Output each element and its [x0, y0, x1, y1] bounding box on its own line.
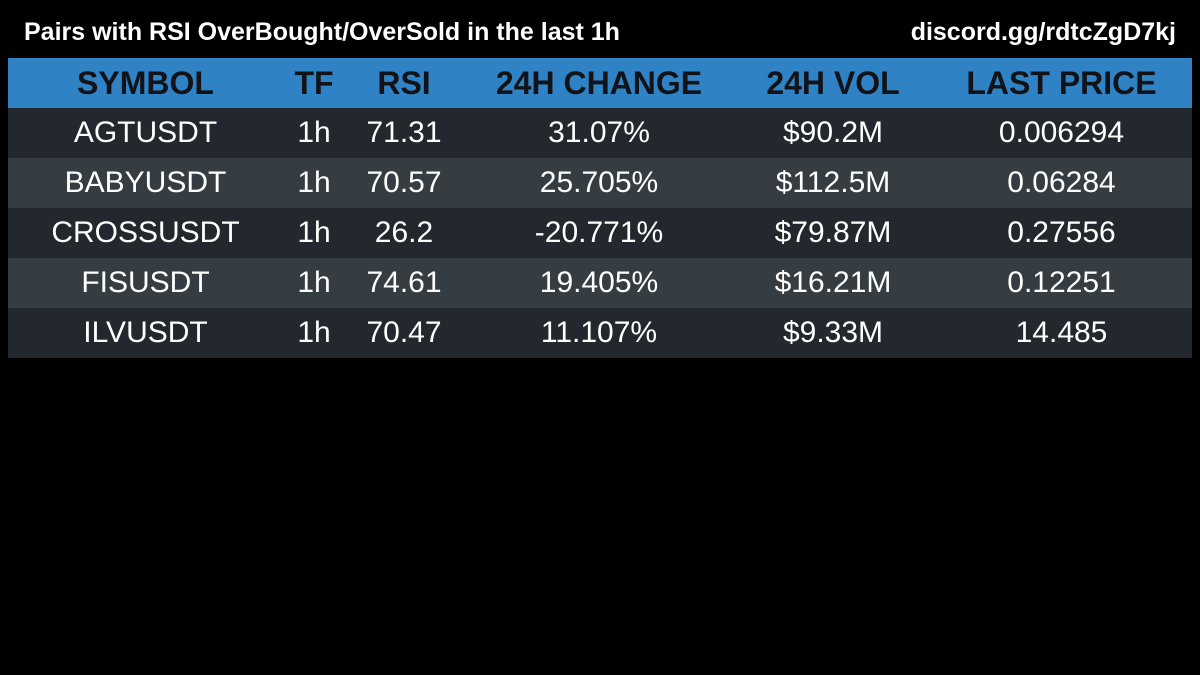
cell-symbol: AGTUSDT [73, 116, 218, 149]
cell-rsi: 26.2 [374, 216, 434, 249]
cell-rsi: 74.61 [366, 266, 442, 299]
column-header-tf: TF [294, 64, 334, 101]
cell-tf: 1h [297, 216, 331, 249]
table-row: AGTUSDT 1h 71.31 31.07% $90.2M 0.006294 [8, 108, 1192, 158]
cell-24h-change: 11.107% [540, 316, 658, 349]
cell-24h-change: 31.07% [548, 116, 650, 149]
cell-symbol: FISUSDT [81, 266, 210, 299]
cell-last-price: 0.006294 [998, 116, 1125, 149]
page-title: Pairs with RSI OverBought/OverSold in th… [24, 18, 620, 46]
table-row: BABYUSDT 1h 70.57 25.705% $112.5M 0.0628… [8, 158, 1192, 208]
header-bar: Pairs with RSI OverBought/OverSold in th… [0, 0, 1200, 58]
column-header-24h-vol: 24H VOL [766, 64, 900, 101]
discord-link[interactable]: discord.gg/rdtcZgD7kj [910, 18, 1176, 46]
cell-24h-vol: $9.33M [782, 316, 884, 349]
cell-24h-vol: $112.5M [775, 166, 891, 199]
cell-tf: 1h [297, 316, 331, 349]
rsi-table-container: SYMBOL TF RSI 24H CHANGE 24H VOL LAST PR… [8, 58, 1192, 358]
cell-last-price: 0.12251 [1007, 266, 1116, 299]
cell-tf: 1h [297, 116, 331, 149]
table-header-row: SYMBOL TF RSI 24H CHANGE 24H VOL LAST PR… [8, 58, 1192, 108]
table-row: CROSSUSDT 1h 26.2 -20.771% $79.87M 0.275… [8, 208, 1192, 258]
column-header-rsi: RSI [377, 64, 431, 101]
cell-tf: 1h [297, 266, 331, 299]
table-row: FISUSDT 1h 74.61 19.405% $16.21M 0.12251 [8, 258, 1192, 308]
cell-last-price: 14.485 [1015, 316, 1108, 349]
cell-last-price: 0.06284 [1007, 166, 1116, 199]
cell-last-price: 0.27556 [1007, 216, 1116, 249]
cell-rsi: 70.47 [366, 316, 442, 349]
cell-24h-vol: $16.21M [774, 266, 892, 299]
cell-24h-vol: $79.87M [774, 216, 892, 249]
cell-rsi: 71.31 [366, 116, 442, 149]
column-header-symbol: SYMBOL [77, 64, 214, 101]
cell-24h-vol: $90.2M [782, 116, 884, 149]
rsi-table: SYMBOL TF RSI 24H CHANGE 24H VOL LAST PR… [8, 58, 1192, 358]
cell-24h-change: 19.405% [539, 266, 659, 299]
cell-symbol: BABYUSDT [64, 166, 227, 199]
column-header-24h-change: 24H CHANGE [495, 64, 703, 101]
cell-tf: 1h [297, 166, 331, 199]
cell-rsi: 70.57 [366, 166, 442, 199]
cell-symbol: ILVUSDT [83, 316, 208, 349]
cell-24h-change: -20.771% [534, 216, 664, 249]
cell-24h-change: 25.705% [539, 166, 659, 199]
table-row: ILVUSDT 1h 70.47 11.107% $9.33M 14.485 [8, 308, 1192, 358]
column-header-last-price: LAST PRICE [966, 64, 1157, 101]
cell-symbol: CROSSUSDT [51, 216, 240, 249]
